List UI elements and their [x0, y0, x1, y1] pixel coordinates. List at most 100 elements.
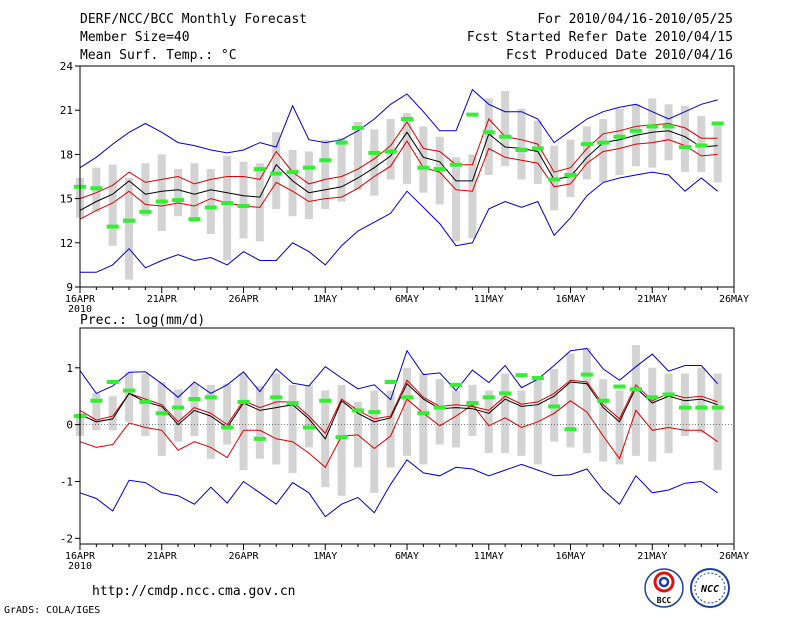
- temp-ytick-label: 18: [60, 148, 73, 161]
- temp-xtick-label: 16MAY: [555, 294, 585, 305]
- temp-spread-box: [599, 119, 608, 183]
- temp-spread-box: [370, 129, 379, 196]
- prec-spread-box: [206, 384, 215, 459]
- temp-spread-box: [452, 157, 461, 242]
- prec-spread-box: [92, 393, 101, 431]
- ncc-logo-ring: [690, 568, 730, 608]
- prec-spread-box: [435, 379, 444, 445]
- prec-spread-box: [697, 367, 706, 434]
- temp-spread-box: [501, 91, 510, 167]
- temp-observed-mark: [90, 186, 103, 191]
- temp-spread-box: [206, 169, 215, 234]
- prec-observed-mark: [172, 405, 185, 410]
- prec-upper-spread-line: [79, 398, 718, 469]
- temp-spread-box: [304, 151, 313, 220]
- temp-observed-mark: [515, 147, 528, 152]
- prec-max-line: [79, 347, 718, 401]
- temp-observed-mark: [678, 145, 691, 150]
- temp-observed-mark: [335, 140, 348, 145]
- prec-observed-mark: [417, 411, 430, 416]
- precipitation-panel: -2 -1 0 1 16APR 21APR 26APR 1MAY 6MAY 11MAY 16MAY 2…: [60, 327, 749, 572]
- prec-observed-mark: [531, 376, 544, 381]
- prec-spread-box: [370, 390, 379, 493]
- prec-spread-box: [648, 367, 657, 462]
- prec-observed-mark: [401, 395, 413, 400]
- grads-credit: GrADS: COLA/IGES: [4, 605, 100, 616]
- fcst-started-date: Fcst Started Refer Date 2010/04/15: [467, 30, 733, 45]
- prec-observed-mark: [302, 425, 315, 430]
- temp-spread-box: [680, 105, 689, 173]
- prec-ytick-label: 1: [66, 362, 73, 375]
- temp-observed-mark: [548, 177, 561, 182]
- prec-observed-mark: [711, 405, 724, 410]
- temp-xtick-label: 26APR: [228, 294, 259, 305]
- prec-observed-mark: [270, 395, 283, 400]
- prec-spread-box: [403, 367, 411, 456]
- prec-spread-box: [108, 396, 117, 431]
- temp-observed-mark: [597, 140, 610, 145]
- temp-spread-box: [713, 121, 722, 183]
- temp-spread-box: [337, 138, 346, 202]
- temp-spread-box: [582, 126, 591, 180]
- temp-observed-mark: [499, 134, 512, 139]
- temp-observed-mark: [629, 128, 642, 133]
- temp-observed-mark: [368, 150, 381, 155]
- prec-observed-mark: [580, 372, 593, 377]
- prec-xtick-label: 16MAY: [555, 551, 585, 562]
- prec-observed-mark: [253, 436, 266, 441]
- prec-observed-mark: [597, 398, 610, 403]
- temp-observed-mark: [319, 158, 332, 163]
- prec-spread-box: [255, 385, 264, 459]
- prec-observed-mark: [613, 384, 626, 389]
- ncc-logo-text: NCC: [700, 584, 719, 595]
- bcc-logo-swirl-red: [653, 571, 675, 593]
- prec-ytick-label: 0: [66, 419, 73, 432]
- prec-observed-mark: [319, 398, 332, 403]
- source-url[interactable]: http://cmdp.ncc.cma.gov.cn: [92, 584, 296, 599]
- prec-observed-mark: [368, 410, 381, 415]
- fcst-produced-date: Fcst Produced Date 2010/04/16: [506, 48, 733, 63]
- prec-observed-mark: [335, 435, 348, 440]
- prec-observed-mark: [548, 404, 561, 409]
- prec-xtick-label: 6MAY: [395, 551, 419, 562]
- prec-xtick-label: 21MAY: [637, 551, 667, 562]
- temp-observed-mark: [482, 130, 495, 135]
- prec-spread-box: [484, 390, 493, 454]
- prec-observed-mark: [662, 392, 675, 397]
- bcc-logo: BCC: [644, 568, 684, 608]
- temp-observed-mark: [433, 167, 446, 172]
- temp-upper-spread-line: [79, 118, 718, 200]
- prec-xtick-label: 11MAY: [474, 551, 504, 562]
- temperature-panel: 9 12 15 18 21 24 16APR 21APR 26APR 1MAY 6MAY 11MAY 1…: [60, 60, 749, 315]
- prec-observed-mark: [204, 395, 217, 400]
- temp-spread-box: [288, 149, 297, 217]
- prec-spread-box: [239, 373, 248, 471]
- prec-observed-mark: [433, 405, 446, 410]
- temp-observed-mark: [155, 199, 168, 204]
- temp-observed-mark: [253, 167, 266, 172]
- precip-variable-label: Prec.: log(mm/d): [80, 313, 205, 328]
- prec-observed-mark: [90, 398, 103, 403]
- temp-observed-mark: [172, 198, 185, 203]
- ncc-logo: NCC: [690, 568, 730, 608]
- temp-ytick-label: 21: [60, 104, 73, 117]
- prec-xtick-label: 1MAY: [313, 551, 337, 562]
- temp-ytick-label: 15: [60, 193, 73, 206]
- prec-observed-mark: [695, 405, 708, 410]
- prec-xtick-label: 26MAY: [719, 551, 749, 562]
- temp-observed-mark: [351, 125, 364, 130]
- temp-spread-box: [484, 98, 493, 176]
- temp-observed-mark: [204, 205, 217, 210]
- temp-min-line: [80, 171, 718, 273]
- prec-spread-box: [141, 373, 150, 436]
- temp-spread-box: [157, 154, 166, 232]
- temp-mean-line: [79, 130, 718, 211]
- temp-spread-box: [468, 154, 477, 239]
- prec-year-label: 2010: [68, 561, 92, 572]
- temp-observed-mark: [613, 134, 626, 139]
- temp-spread-box: [517, 108, 526, 180]
- prec-spread-box: [631, 345, 640, 456]
- temp-xtick-label: 26MAY: [719, 294, 749, 305]
- temp-spread-box: [125, 177, 134, 280]
- temp-spread-box: [272, 132, 281, 209]
